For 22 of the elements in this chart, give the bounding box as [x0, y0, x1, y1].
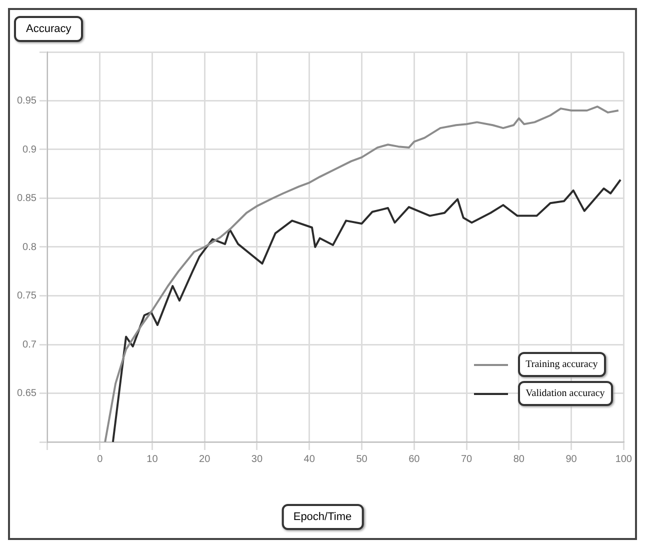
x-tick-label: 100: [615, 454, 632, 465]
x-tick-label: 90: [566, 454, 578, 465]
x-tick-label: 20: [199, 454, 211, 465]
y-tick-label: 0.95: [16, 96, 37, 106]
x-tick-label: 50: [356, 454, 368, 465]
y-tick-label: 0.75: [16, 290, 37, 302]
y-tick-label: 0.7: [22, 339, 37, 350]
x-tick-label: 80: [513, 454, 525, 465]
y-tick-label: 0.9: [22, 144, 37, 156]
x-tick-label: 70: [460, 454, 473, 465]
x-tick-label: 10: [146, 454, 158, 465]
y-tick-label: 0.65: [16, 388, 37, 399]
legend-label: Training accuracy: [518, 352, 606, 377]
x-axis-title: Epoch/Time: [281, 504, 364, 530]
legend-label: Validation accuracy: [518, 381, 613, 406]
chart-title: Accuracy: [14, 16, 84, 42]
x-tick-label: 30: [251, 454, 263, 465]
y-tick-label: 0.85: [16, 193, 37, 204]
y-tick-label: 0.8: [22, 242, 37, 253]
x-tick-label: 0: [97, 454, 104, 465]
x-tick-label: 40: [304, 454, 316, 465]
x-tick-label: 60: [408, 454, 420, 465]
